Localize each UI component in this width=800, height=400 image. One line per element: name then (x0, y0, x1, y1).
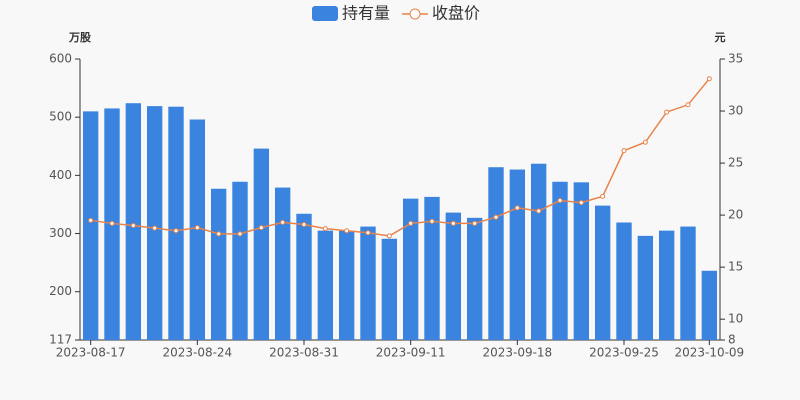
x-tick-label: 2023-09-18 (482, 346, 552, 360)
y-tick-label: 200 (49, 284, 72, 298)
y2-tick-label: 10 (728, 312, 743, 326)
y-tick-label: 500 (49, 110, 72, 124)
y2-tick-label: 15 (728, 260, 743, 274)
line-point (130, 223, 136, 229)
bar (125, 103, 142, 340)
line-point (194, 225, 200, 231)
bar (424, 196, 440, 340)
bar (232, 181, 248, 340)
legend-label: 收盘价 (432, 4, 480, 23)
line-point (472, 220, 478, 226)
line (90, 78, 710, 237)
bar (360, 226, 376, 340)
bar (701, 270, 718, 340)
line-point (706, 76, 712, 82)
bar (253, 148, 270, 340)
bar (296, 213, 312, 340)
bar (402, 198, 419, 340)
line-point (152, 225, 158, 231)
line-point (685, 102, 691, 108)
line-point (280, 219, 286, 225)
line-point (322, 226, 328, 232)
y2-tick-label: 8 (728, 333, 736, 347)
y-tick-label: 400 (49, 168, 72, 182)
x-tick-label: 2023-08-31 (269, 346, 339, 360)
line-point (88, 217, 94, 223)
bar (680, 226, 696, 340)
line-point (386, 233, 392, 239)
y2-tick-label: 25 (728, 156, 743, 170)
y2-tick-label: 20 (728, 208, 743, 222)
bar (658, 230, 675, 340)
line-point (216, 231, 222, 237)
bar (466, 217, 483, 340)
line-point (557, 198, 563, 204)
y-tick-label: 300 (49, 226, 72, 240)
x-tick-label: 2023-10-09 (674, 346, 744, 360)
bar (573, 182, 590, 340)
line-point (493, 214, 499, 220)
y2-tick-label: 30 (728, 104, 743, 118)
line-point (429, 218, 435, 224)
legend-swatch (312, 6, 338, 21)
line-point (600, 193, 606, 199)
y-axis-name: 万股 (68, 31, 92, 44)
bar (381, 238, 398, 340)
x-tick-label: 2023-09-11 (376, 346, 446, 360)
bar (616, 222, 632, 340)
bar (168, 106, 184, 341)
y2-tick-label: 35 (728, 52, 743, 66)
line-point (514, 205, 520, 211)
line-point (664, 109, 670, 115)
line-point (237, 231, 243, 237)
y2-axis-name: 元 (715, 31, 726, 44)
x-tick-label: 2023-09-25 (589, 346, 659, 360)
line-point (450, 220, 456, 226)
line-point (642, 139, 648, 145)
bar (445, 212, 462, 340)
bar (210, 188, 227, 340)
line-point (301, 221, 307, 227)
line-point (344, 228, 350, 234)
y-tick-label: 117 (49, 333, 72, 347)
line-point (109, 220, 115, 226)
bar (637, 235, 654, 340)
bar (82, 111, 99, 340)
line-point (536, 208, 542, 214)
x-tick-label: 2023-08-24 (162, 346, 232, 360)
bar (530, 163, 547, 340)
line-point (258, 225, 264, 231)
bar (146, 106, 163, 340)
legend-swatch (409, 8, 421, 20)
bar (317, 230, 334, 340)
bar (594, 205, 611, 340)
line-point (365, 230, 371, 236)
line-point (408, 220, 414, 226)
bar (488, 167, 504, 340)
line-point (578, 200, 584, 206)
bar (552, 181, 568, 340)
legend-label: 持有量 (342, 4, 390, 23)
x-tick-label: 2023-08-17 (56, 346, 126, 360)
bar (338, 230, 355, 340)
y-tick-label: 600 (49, 52, 72, 66)
line-point (621, 148, 627, 154)
line-point (173, 228, 179, 234)
bar (509, 169, 526, 340)
bar (274, 187, 291, 340)
